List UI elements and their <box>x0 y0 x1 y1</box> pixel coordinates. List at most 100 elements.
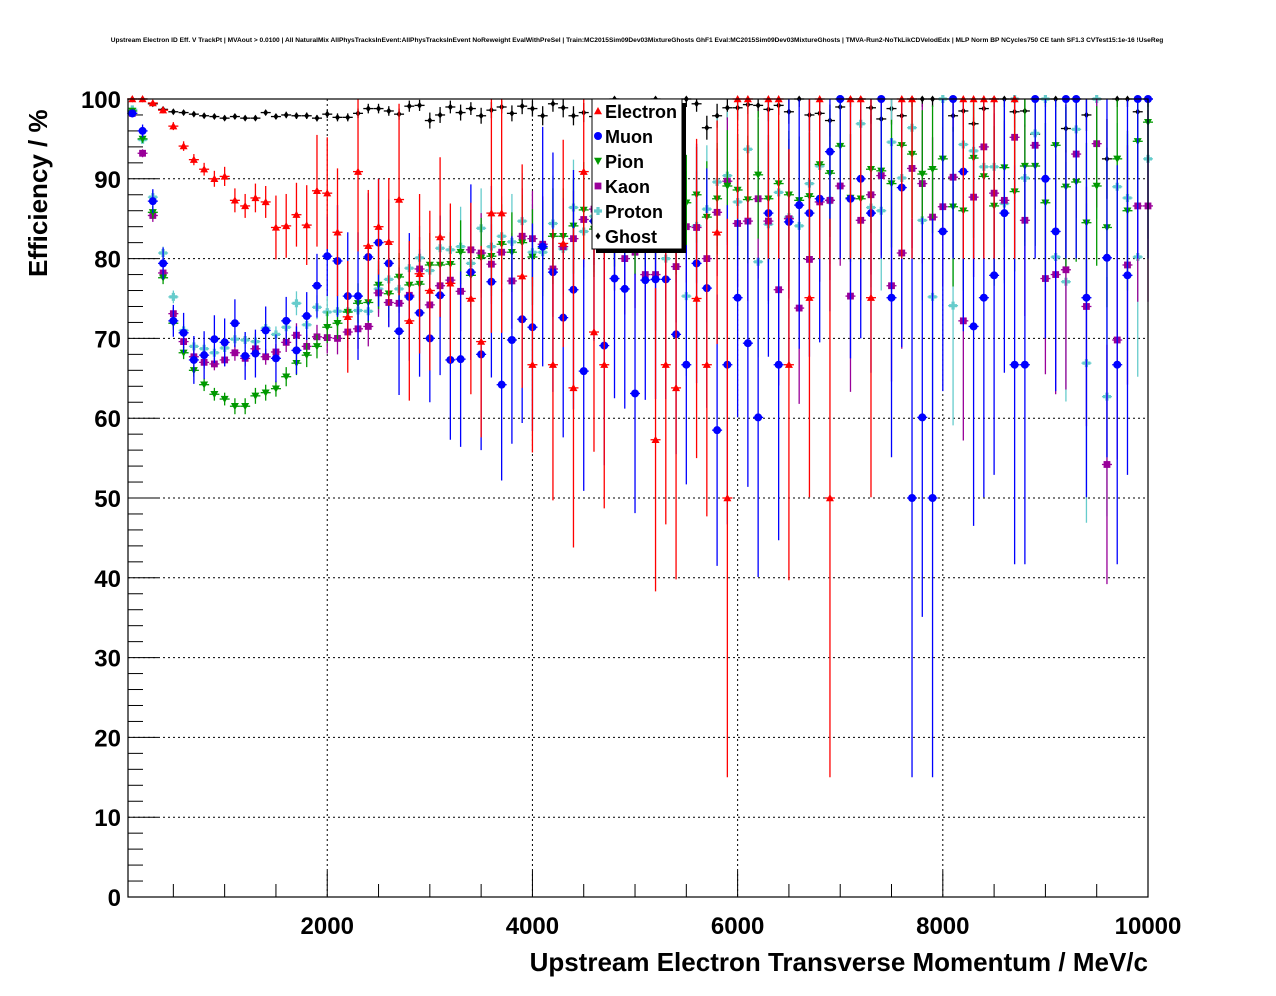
data-point-muon <box>1101 99 1112 458</box>
diamond-marker <box>447 103 453 111</box>
square-marker <box>139 149 146 157</box>
circle-marker <box>641 276 650 285</box>
triangle-up-marker <box>518 272 527 280</box>
triangle-up-marker <box>548 360 557 368</box>
data-point-pion <box>199 378 210 392</box>
diamond-marker <box>252 114 258 122</box>
circle-marker <box>938 227 947 236</box>
data-point-electron <box>671 196 682 580</box>
data-point-electron <box>229 188 240 213</box>
legend-pion-label: Pion <box>605 152 644 172</box>
legend-pion-marker <box>594 157 602 165</box>
data-point-electron <box>219 166 230 186</box>
triangle-down-marker <box>261 389 270 397</box>
square-marker <box>1103 461 1111 468</box>
data-point-muon <box>291 326 302 375</box>
circle-marker <box>1041 174 1050 183</box>
circle-marker <box>733 293 742 302</box>
data-point-electron <box>865 99 876 498</box>
square-marker <box>210 360 218 368</box>
circle-marker <box>292 346 301 355</box>
square-marker <box>262 353 270 361</box>
triangle-down-marker <box>302 351 311 360</box>
y-axis-title: Efficiency / % <box>23 109 53 277</box>
triangle-up-marker <box>661 360 670 368</box>
data-point-ghost <box>209 113 220 121</box>
data-point-electron <box>517 164 528 388</box>
triangle-up-marker <box>179 142 188 150</box>
circle-marker <box>620 284 629 293</box>
triangle-up-marker <box>292 210 301 218</box>
data-point-pion <box>270 380 281 397</box>
data-point-ghost <box>260 109 271 117</box>
data-point-muon <box>158 247 169 280</box>
diamond-marker <box>293 112 299 120</box>
circle-marker <box>200 351 209 360</box>
diamond-marker <box>273 113 279 121</box>
y-tick-label: 30 <box>94 646 121 673</box>
diamond-marker <box>550 100 556 108</box>
diamond-marker <box>540 112 546 120</box>
data-point-pion <box>301 343 312 368</box>
triangle-up-marker <box>600 360 609 368</box>
data-point-ghost <box>722 99 733 120</box>
data-point-electron <box>701 213 712 517</box>
data-point-muon <box>209 315 220 364</box>
x-tick-label: 4000 <box>506 913 559 940</box>
circle-marker <box>1000 209 1009 218</box>
data-point-muon <box>681 245 692 485</box>
diamond-marker <box>324 110 330 118</box>
triangle-up-marker <box>395 195 404 203</box>
triangle-down-marker <box>723 182 732 190</box>
data-point-pion <box>240 398 251 415</box>
data-point-muon <box>1019 165 1030 565</box>
circle-marker <box>230 319 239 328</box>
data-point-muon <box>506 236 517 444</box>
diamond-marker <box>181 109 187 117</box>
data-point-muon <box>250 329 261 378</box>
data-point-muon <box>199 331 210 380</box>
data-point-muon <box>1040 99 1051 339</box>
x-tick-label: 8000 <box>916 913 969 940</box>
data-point-ghost <box>455 104 466 121</box>
circle-marker <box>128 109 137 118</box>
data-point-muon <box>917 217 928 617</box>
data-point-electron <box>311 134 322 247</box>
data-point-muon <box>455 271 466 447</box>
data-point-electron <box>353 99 364 252</box>
triangle-up-marker <box>148 98 157 107</box>
circle-marker <box>354 292 363 301</box>
data-point-ghost <box>404 100 415 112</box>
diamond-marker <box>170 108 176 116</box>
data-point-ghost <box>424 112 435 129</box>
triangle-down-marker <box>323 324 332 332</box>
data-point-muon <box>219 318 230 367</box>
data-point-muon <box>999 99 1010 373</box>
triangle-up-marker <box>169 122 178 130</box>
triangle-up-marker <box>497 209 506 217</box>
legend-kaon-marker <box>594 182 602 190</box>
y-tick-label: 90 <box>94 167 121 194</box>
data-point-muon <box>178 312 189 353</box>
data-point-electron <box>599 221 610 509</box>
circle-marker <box>456 355 465 364</box>
triangle-up-marker <box>200 165 209 173</box>
triangle-up-marker <box>333 228 342 236</box>
circle-marker <box>148 197 157 206</box>
data-point-pion <box>322 311 333 344</box>
data-point-pion <box>753 110 764 239</box>
square-marker <box>364 323 372 330</box>
data-point-ghost <box>199 112 210 120</box>
y-tick-label: 60 <box>94 406 121 433</box>
y-tick-label: 0 <box>108 885 121 912</box>
circle-marker <box>241 351 250 360</box>
data-point-muon <box>1122 99 1133 475</box>
data-point-ghost <box>547 99 558 112</box>
data-point-muon <box>127 109 138 118</box>
data-point-ghost <box>332 113 343 122</box>
data-point-electron <box>404 241 415 401</box>
circle-marker <box>138 126 147 135</box>
triangle-up-marker <box>405 316 414 325</box>
data-point-ghost <box>445 100 456 114</box>
data-point-ghost <box>322 110 333 119</box>
